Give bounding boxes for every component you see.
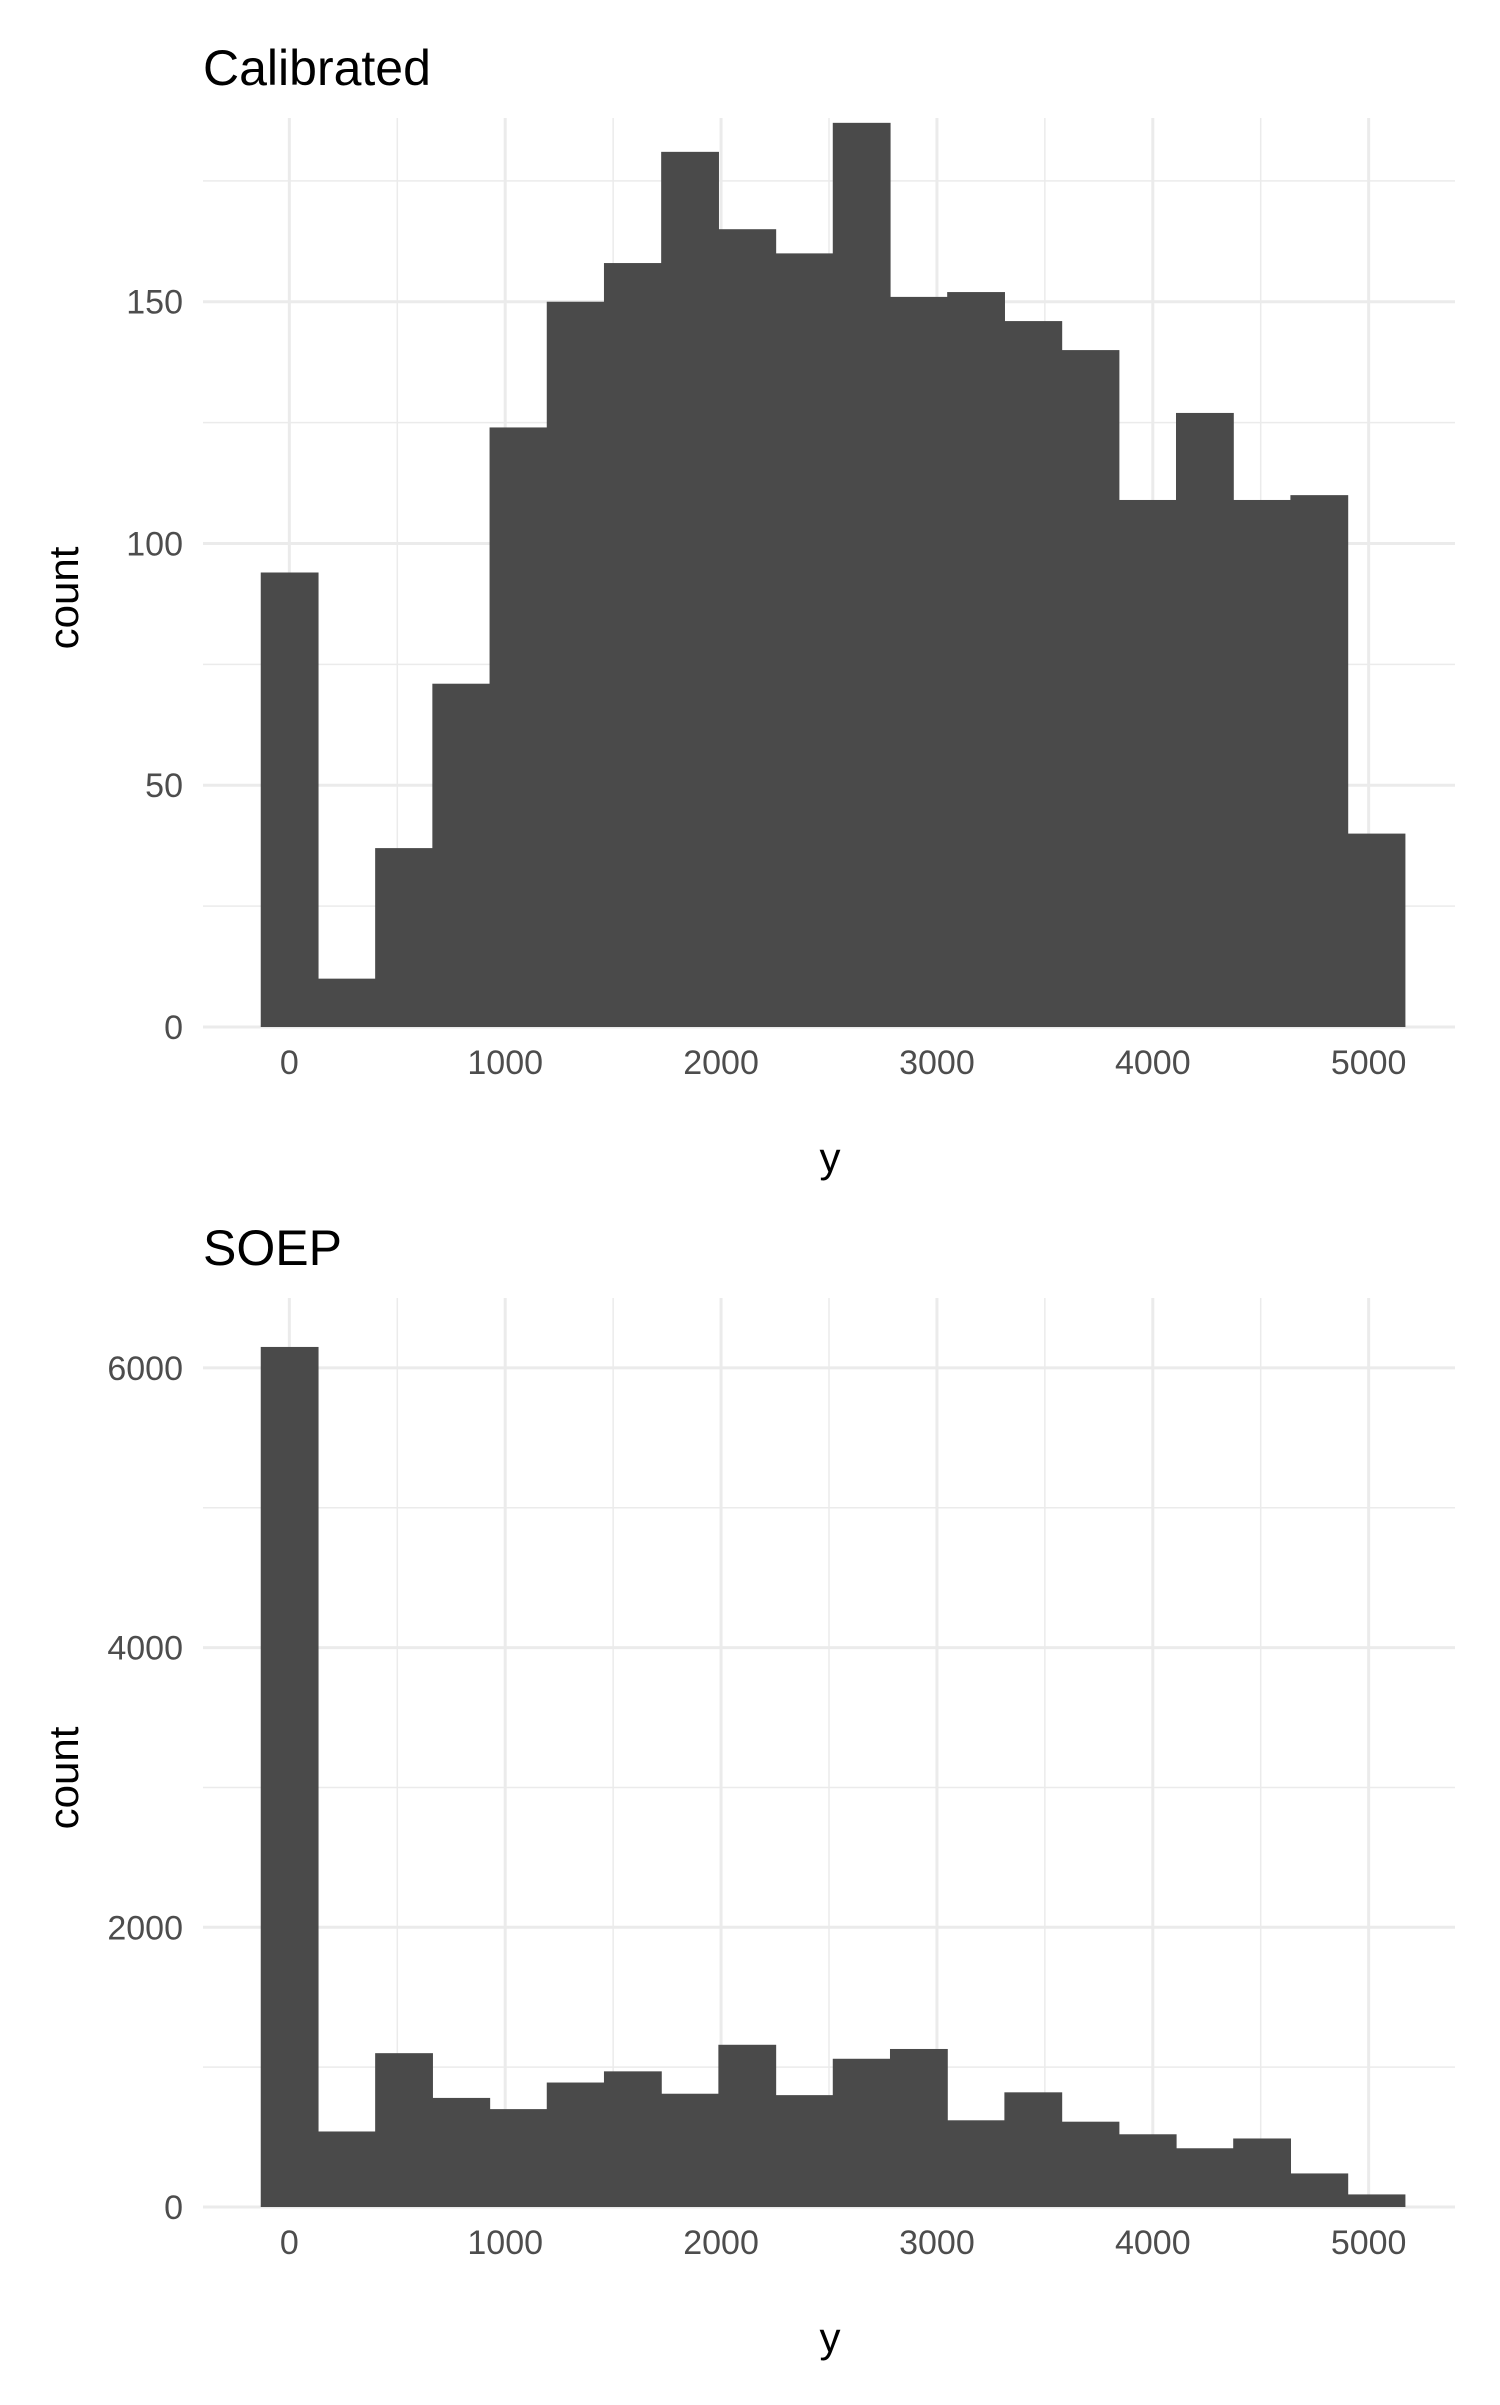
histogram-bar	[1061, 2121, 1120, 2207]
calibrated-panel: Calibrated 0 50 100 150 0 1000 2000 3000 4000 50…	[40, 40, 1455, 1181]
x-tick-label: 1000	[467, 1044, 543, 1082]
histogram-bar	[1233, 499, 1292, 1028]
bars	[260, 122, 1406, 1028]
histogram-bar	[432, 683, 491, 1027]
histogram-bar	[603, 2071, 662, 2207]
y-tick-label: 150	[126, 284, 183, 322]
histogram-bar	[260, 572, 319, 1027]
histogram-bar	[546, 301, 605, 1028]
x-tick-label: 0	[280, 1044, 299, 1082]
histogram-bar	[718, 229, 777, 1027]
y-tick-label: 6000	[107, 1350, 183, 1388]
y-tick-label: 100	[126, 525, 183, 563]
x-axis-ticks: 0 1000 2000 3000 4000 5000	[280, 2224, 1407, 2262]
x-axis-ticks: 0 1000 2000 3000 4000 5000	[280, 1044, 1407, 1082]
histogram-bar	[889, 296, 948, 1027]
x-tick-label: 0	[280, 2224, 299, 2262]
y-tick-label: 0	[164, 1009, 183, 1047]
soep-panel: SOEP 0 2000 4000 6000 0 1000 2000 3000 4000 5000…	[40, 1220, 1455, 2361]
histogram-bar	[1347, 833, 1406, 1027]
y-axis-label: count	[40, 1726, 87, 1829]
y-axis-ticks: 0 50 100 150	[126, 284, 183, 1047]
x-tick-label: 2000	[683, 2224, 759, 2262]
histogram-bar	[317, 978, 376, 1027]
x-tick-label: 4000	[1115, 2224, 1191, 2262]
y-axis-ticks: 0 2000 4000 6000	[107, 1350, 183, 2227]
chart-title: SOEP	[203, 1220, 342, 1276]
histogram-bar	[489, 427, 548, 1028]
histogram-bar	[1061, 350, 1120, 1028]
histogram-bar	[1175, 412, 1234, 1027]
y-axis-label: count	[40, 546, 87, 649]
histogram-bar	[1290, 495, 1349, 1027]
x-tick-label: 5000	[1331, 1044, 1407, 1082]
histogram-bar	[546, 2082, 605, 2207]
x-tick-label: 3000	[899, 2224, 975, 2262]
histogram-bar	[1175, 2148, 1234, 2207]
histogram-bar	[947, 2120, 1005, 2207]
histogram-bar	[317, 2131, 376, 2207]
chart-title: Calibrated	[203, 40, 431, 96]
histogram-bar	[260, 1346, 319, 2207]
histogram-bar	[718, 2044, 777, 2207]
histogram-bar	[375, 848, 433, 1027]
histogram-bar	[1004, 2092, 1063, 2207]
histogram-bar	[832, 2058, 891, 2207]
histogram-bar	[1233, 2138, 1292, 2207]
y-tick-label: 50	[145, 767, 183, 805]
histogram-bar	[775, 2095, 834, 2207]
histogram-bar	[889, 2048, 948, 2207]
histogram-bar	[603, 263, 662, 1027]
histogram-bar	[775, 253, 834, 1027]
y-tick-label: 2000	[107, 1909, 183, 1947]
histogram-bar	[1004, 321, 1063, 1027]
x-tick-label: 5000	[1331, 2224, 1407, 2262]
y-tick-label: 0	[164, 2189, 183, 2227]
x-tick-label: 4000	[1115, 1044, 1191, 1082]
histogram-bar	[1347, 2194, 1406, 2207]
x-axis-label: y	[820, 1134, 841, 1181]
histogram-bar	[947, 292, 1005, 1027]
histogram-bar	[661, 2093, 719, 2207]
histogram-bar	[1118, 2134, 1177, 2207]
x-tick-label: 3000	[899, 1044, 975, 1082]
histogram-bar	[661, 151, 719, 1027]
histogram-bar	[432, 2097, 491, 2207]
y-tick-label: 4000	[107, 1630, 183, 1668]
histogram-bar	[832, 122, 891, 1028]
histogram-bar	[489, 2109, 548, 2207]
x-tick-label: 2000	[683, 1044, 759, 1082]
x-tick-label: 1000	[467, 2224, 543, 2262]
histogram-bar	[1118, 499, 1177, 1028]
histogram-bar	[375, 2053, 433, 2207]
x-axis-label: y	[820, 2314, 841, 2361]
histogram-bar	[1290, 2173, 1349, 2207]
bars	[260, 1346, 1406, 2207]
